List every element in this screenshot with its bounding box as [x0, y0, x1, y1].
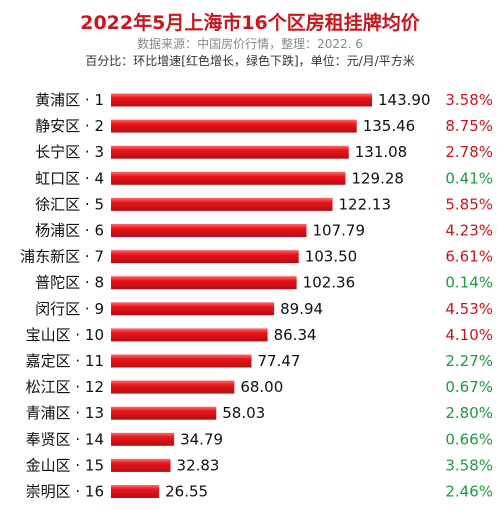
pct-change-label: 3.58% [445, 456, 493, 474]
value-label: 26.55 [165, 483, 208, 501]
value-label: 143.90 [378, 91, 431, 109]
category-label: 普陀区 · 8 [35, 274, 104, 292]
bar [111, 485, 160, 498]
bar [111, 145, 349, 159]
bar [111, 224, 307, 237]
value-label: 89.94 [280, 300, 323, 318]
category-label: 浦东新区 · 7 [20, 248, 104, 266]
bar [111, 250, 299, 264]
value-label: 86.34 [274, 326, 317, 344]
bar [111, 432, 175, 446]
category-label: 虹口区 · 4 [35, 169, 104, 187]
pct-change-label: 2.27% [445, 352, 493, 370]
bar [111, 276, 297, 290]
pct-change-label: 2.80% [445, 404, 493, 422]
bar [111, 93, 372, 107]
pct-change-label: 0.66% [445, 430, 493, 448]
value-label: 32.83 [177, 456, 220, 474]
chart-title: 2022年5月上海市16个区房租挂牌均价 [80, 12, 420, 34]
category-label: 长宁区 · 3 [35, 143, 104, 161]
pct-change-label: 4.53% [445, 300, 493, 318]
bar [111, 458, 171, 472]
value-label: 58.03 [222, 404, 265, 422]
pct-change-label: 6.61% [445, 248, 493, 266]
category-label: 宝山区 · 10 [26, 326, 104, 344]
value-label: 34.79 [180, 430, 223, 448]
pct-change-label: 4.10% [445, 326, 493, 344]
value-label: 107.79 [313, 222, 366, 240]
pct-change-label: 0.14% [445, 274, 493, 292]
bar [111, 119, 357, 133]
category-label: 嘉定区 · 11 [26, 352, 104, 370]
bar [111, 302, 275, 316]
pct-change-label: 0.41% [445, 169, 493, 187]
category-label: 奉贤区 · 14 [26, 430, 104, 448]
category-label: 静安区 · 2 [35, 117, 104, 135]
pct-change-label: 3.58% [445, 91, 493, 109]
pct-change-label: 2.78% [445, 143, 493, 161]
category-label: 黄浦区 · 1 [35, 91, 104, 109]
category-label: 金山区 · 15 [26, 456, 104, 474]
value-label: 103.50 [305, 248, 358, 266]
value-label: 129.28 [351, 169, 404, 187]
pct-change-label: 4.23% [445, 222, 493, 240]
category-label: 徐汇区 · 5 [35, 195, 104, 213]
chart-source: 数据来源：中国房价行情，整理：2022. 6 [137, 37, 363, 51]
value-label: 131.08 [355, 143, 408, 161]
chart-note: 百分比：环比增速[红色增长，绿色下跌]，单位：元/月/平方米 [85, 54, 415, 68]
pct-change-label: 8.75% [445, 117, 493, 135]
category-label: 松江区 · 12 [26, 378, 104, 396]
bar [111, 328, 268, 342]
pct-change-label: 5.85% [445, 195, 493, 213]
bar [111, 197, 333, 211]
pct-change-label: 2.46% [445, 483, 493, 501]
pct-change-label: 0.67% [445, 378, 493, 396]
category-label: 杨浦区 · 6 [35, 222, 104, 240]
bar [111, 406, 217, 420]
category-label: 崇明区 · 16 [26, 483, 104, 501]
bar [111, 380, 235, 394]
value-label: 77.47 [258, 352, 301, 370]
category-label: 青浦区 · 13 [26, 404, 104, 422]
value-label: 122.13 [339, 195, 392, 213]
value-label: 102.36 [303, 274, 356, 292]
bar [111, 171, 346, 185]
category-label: 闵行区 · 9 [35, 300, 104, 318]
value-label: 135.46 [363, 117, 416, 135]
value-label: 68.00 [240, 378, 283, 396]
bar [111, 354, 252, 368]
